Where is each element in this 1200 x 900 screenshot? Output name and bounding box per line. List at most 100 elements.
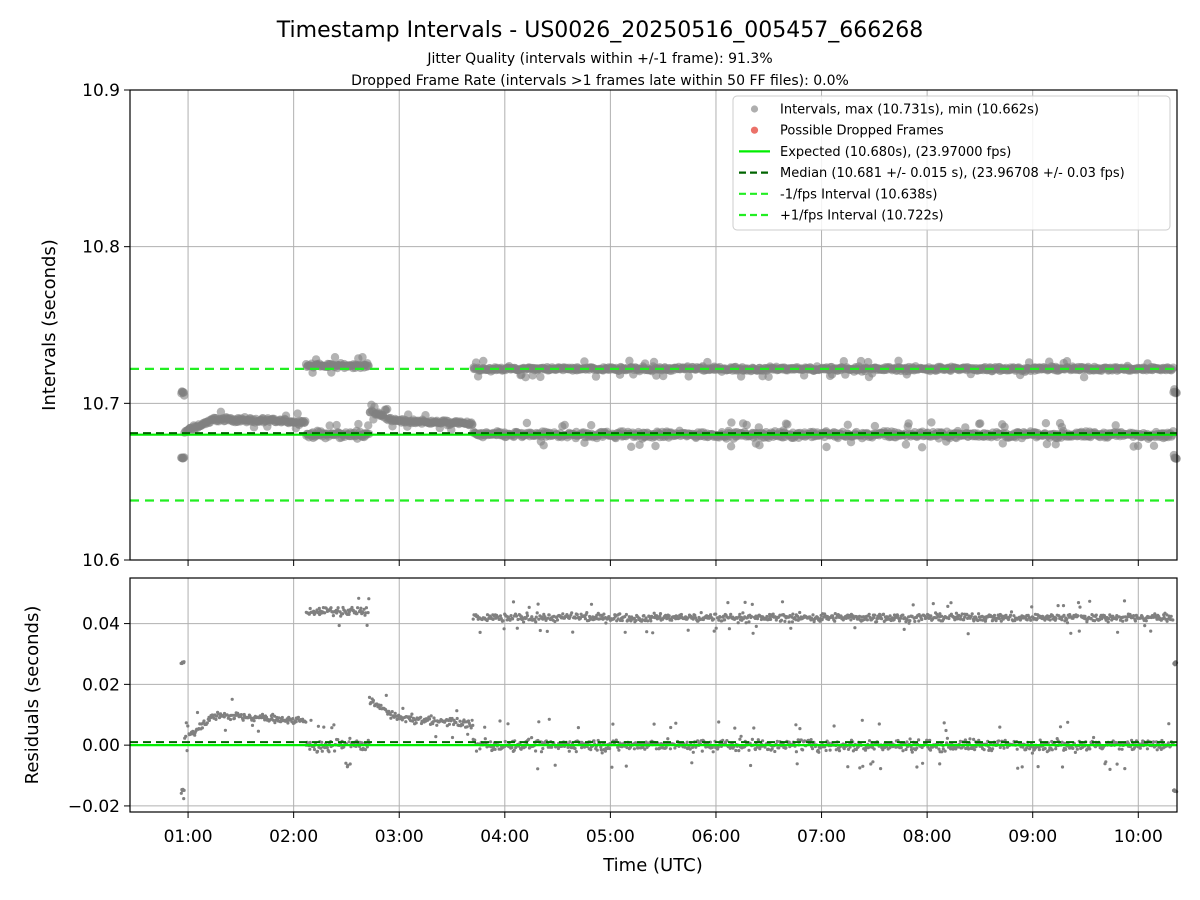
data-point bbox=[766, 747, 771, 751]
data-point bbox=[1104, 618, 1108, 622]
data-point bbox=[855, 615, 859, 619]
data-point bbox=[252, 719, 256, 723]
data-point bbox=[860, 718, 864, 722]
data-point bbox=[1078, 605, 1082, 609]
data-point bbox=[359, 606, 363, 610]
data-point bbox=[842, 747, 846, 751]
data-point bbox=[1064, 747, 1068, 752]
data-point bbox=[1083, 614, 1087, 619]
data-point bbox=[371, 698, 375, 703]
data-point bbox=[366, 611, 370, 615]
data-point bbox=[949, 601, 953, 605]
data-point bbox=[944, 728, 948, 733]
data-point bbox=[982, 748, 986, 752]
data-point bbox=[910, 750, 914, 754]
data-point bbox=[498, 614, 503, 618]
data-point bbox=[296, 715, 300, 719]
data-point bbox=[200, 726, 204, 730]
data-point bbox=[1107, 617, 1111, 621]
y-tick-label: 10.7 bbox=[82, 394, 120, 414]
data-point bbox=[506, 722, 510, 726]
data-point bbox=[755, 441, 764, 450]
data-point bbox=[833, 619, 837, 623]
data-point bbox=[875, 620, 879, 624]
data-point bbox=[818, 619, 822, 623]
data-point bbox=[1133, 619, 1137, 623]
data-point bbox=[347, 740, 351, 744]
data-point bbox=[179, 453, 189, 462]
data-point bbox=[966, 747, 971, 751]
data-point bbox=[643, 619, 647, 623]
data-point bbox=[998, 745, 1002, 750]
data-point bbox=[881, 612, 886, 616]
data-point bbox=[567, 749, 571, 753]
residuals-panel: −0.02 0.00 0.02 0.04 01:00 02:00 03:00 04:00 05:… bbox=[22, 577, 1179, 876]
data-point bbox=[879, 767, 883, 771]
data-point bbox=[522, 620, 526, 624]
data-point bbox=[1035, 617, 1039, 621]
data-point bbox=[720, 619, 724, 623]
data-point bbox=[1122, 599, 1127, 603]
data-point bbox=[336, 738, 340, 742]
data-point bbox=[824, 748, 828, 753]
data-point bbox=[364, 611, 368, 615]
data-point bbox=[591, 372, 601, 381]
data-point bbox=[877, 722, 881, 726]
data-point bbox=[414, 721, 418, 725]
data-point bbox=[917, 619, 921, 623]
data-point bbox=[901, 749, 905, 753]
data-point bbox=[928, 748, 933, 752]
data-point bbox=[454, 720, 458, 725]
y-tick-label: 0.04 bbox=[82, 615, 120, 635]
intervals-ticks: 10.6 10.7 10.8 10.9 bbox=[82, 81, 1139, 571]
data-point bbox=[1030, 751, 1034, 755]
data-point bbox=[566, 745, 570, 750]
data-point bbox=[222, 715, 226, 719]
data-point bbox=[1024, 358, 1034, 367]
data-point bbox=[1155, 617, 1159, 621]
data-point bbox=[624, 612, 629, 617]
data-point bbox=[404, 720, 408, 724]
data-point bbox=[534, 615, 538, 619]
data-point bbox=[787, 740, 791, 744]
data-point bbox=[1116, 630, 1120, 634]
data-point bbox=[899, 746, 903, 750]
chart-subtitle-jitter: Jitter Quality (intervals within +/-1 fr… bbox=[426, 51, 772, 67]
data-point bbox=[1043, 746, 1047, 751]
x-tick-label: 08:00 bbox=[903, 827, 952, 847]
data-point bbox=[962, 618, 966, 622]
data-point bbox=[1094, 613, 1098, 617]
data-point bbox=[1121, 619, 1125, 623]
data-point bbox=[228, 717, 233, 722]
data-point bbox=[293, 409, 302, 418]
data-point bbox=[848, 615, 852, 619]
data-point bbox=[931, 602, 935, 606]
data-point bbox=[901, 613, 905, 617]
data-point bbox=[1076, 601, 1081, 605]
data-point bbox=[1088, 747, 1092, 751]
data-point bbox=[799, 738, 803, 742]
data-point bbox=[608, 746, 612, 751]
data-point bbox=[995, 616, 999, 621]
data-point bbox=[179, 791, 183, 795]
data-point bbox=[820, 618, 824, 622]
data-point bbox=[1020, 765, 1024, 769]
data-point bbox=[711, 750, 715, 754]
data-point bbox=[473, 738, 477, 742]
intervals-reference-lines bbox=[130, 367, 1177, 502]
data-point bbox=[1104, 760, 1108, 764]
data-point bbox=[1066, 720, 1070, 724]
data-point bbox=[928, 738, 932, 742]
data-point bbox=[515, 626, 519, 630]
data-point bbox=[1125, 618, 1129, 622]
data-point bbox=[969, 614, 973, 619]
data-point bbox=[1075, 747, 1079, 751]
data-point bbox=[320, 740, 324, 744]
residuals-y-axis-label: Residuals (seconds) bbox=[22, 606, 43, 785]
data-point bbox=[1117, 747, 1121, 751]
legend-entry-label: Possible Dropped Frames bbox=[780, 124, 944, 139]
data-point bbox=[180, 391, 189, 400]
data-point bbox=[780, 600, 785, 604]
data-point bbox=[466, 732, 470, 736]
data-point bbox=[644, 616, 648, 620]
